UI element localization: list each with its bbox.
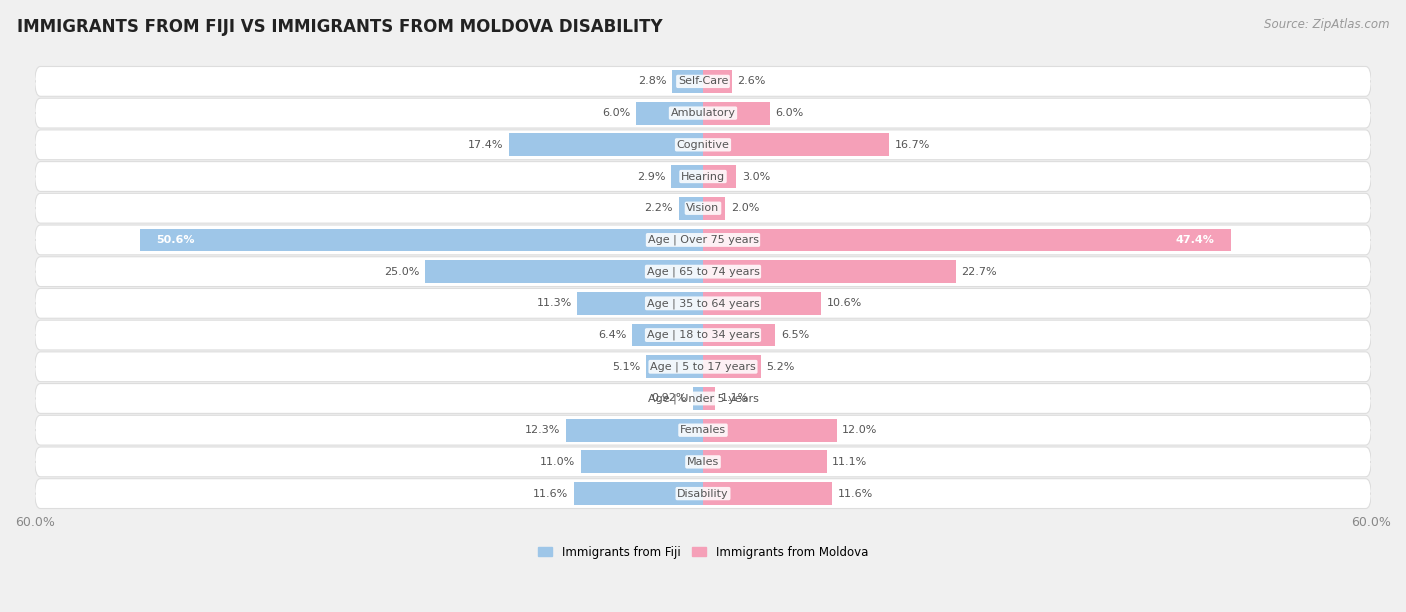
Bar (703, 419, 837, 442)
Bar (703, 197, 725, 220)
Text: 0.92%: 0.92% (652, 394, 688, 403)
Bar (703, 324, 775, 346)
Text: Ambulatory: Ambulatory (671, 108, 735, 118)
Text: Disability: Disability (678, 488, 728, 499)
FancyBboxPatch shape (35, 225, 1371, 255)
Text: 2.2%: 2.2% (644, 203, 673, 213)
Bar (703, 228, 1230, 252)
Text: 12.3%: 12.3% (524, 425, 561, 435)
Bar (672, 70, 703, 93)
Text: 12.0%: 12.0% (842, 425, 877, 435)
FancyBboxPatch shape (35, 67, 1371, 96)
FancyBboxPatch shape (35, 162, 1371, 192)
Text: 2.8%: 2.8% (638, 76, 666, 86)
FancyBboxPatch shape (35, 193, 1371, 223)
FancyBboxPatch shape (35, 98, 1371, 128)
Bar (703, 70, 733, 93)
Bar (679, 197, 703, 220)
Text: 1.1%: 1.1% (721, 394, 749, 403)
Text: Age | Under 5 years: Age | Under 5 years (648, 394, 758, 404)
FancyBboxPatch shape (35, 384, 1371, 413)
Bar (574, 482, 703, 505)
Text: Vision: Vision (686, 203, 720, 213)
FancyBboxPatch shape (35, 479, 1371, 509)
Text: 2.9%: 2.9% (637, 171, 665, 182)
Text: Age | 35 to 64 years: Age | 35 to 64 years (647, 298, 759, 308)
Bar (578, 292, 703, 315)
Bar (703, 102, 770, 124)
Text: 6.0%: 6.0% (602, 108, 631, 118)
Text: Source: ZipAtlas.com: Source: ZipAtlas.com (1264, 18, 1389, 31)
Bar (703, 482, 832, 505)
Text: Females: Females (681, 425, 725, 435)
Legend: Immigrants from Fiji, Immigrants from Moldova: Immigrants from Fiji, Immigrants from Mo… (533, 541, 873, 563)
Text: 25.0%: 25.0% (384, 267, 419, 277)
FancyBboxPatch shape (35, 320, 1371, 350)
Text: Self-Care: Self-Care (678, 76, 728, 86)
FancyBboxPatch shape (35, 288, 1371, 318)
Bar (647, 356, 703, 378)
Bar (693, 387, 703, 410)
Bar (567, 419, 703, 442)
Text: Hearing: Hearing (681, 171, 725, 182)
Bar (703, 133, 889, 156)
Bar (703, 292, 821, 315)
Text: Age | 18 to 34 years: Age | 18 to 34 years (647, 330, 759, 340)
Text: 50.6%: 50.6% (156, 235, 195, 245)
Bar (703, 387, 716, 410)
Text: Age | 65 to 74 years: Age | 65 to 74 years (647, 266, 759, 277)
Text: 17.4%: 17.4% (468, 140, 503, 150)
Text: 11.6%: 11.6% (838, 488, 873, 499)
Text: 6.5%: 6.5% (780, 330, 810, 340)
Text: IMMIGRANTS FROM FIJI VS IMMIGRANTS FROM MOLDOVA DISABILITY: IMMIGRANTS FROM FIJI VS IMMIGRANTS FROM … (17, 18, 662, 36)
Bar (703, 356, 761, 378)
Text: Cognitive: Cognitive (676, 140, 730, 150)
Bar (631, 324, 703, 346)
Text: 10.6%: 10.6% (827, 299, 862, 308)
Bar (509, 133, 703, 156)
Text: Age | Over 75 years: Age | Over 75 years (648, 234, 758, 245)
Bar (581, 450, 703, 473)
FancyBboxPatch shape (35, 352, 1371, 382)
Bar (703, 450, 827, 473)
Text: Age | 5 to 17 years: Age | 5 to 17 years (650, 362, 756, 372)
Text: 11.3%: 11.3% (536, 299, 572, 308)
Text: 22.7%: 22.7% (962, 267, 997, 277)
FancyBboxPatch shape (35, 130, 1371, 160)
Text: 11.0%: 11.0% (540, 457, 575, 467)
Bar (703, 260, 956, 283)
Bar (636, 102, 703, 124)
Bar (671, 165, 703, 188)
Bar (425, 260, 703, 283)
Text: 5.2%: 5.2% (766, 362, 794, 371)
Text: 6.4%: 6.4% (598, 330, 626, 340)
Bar (703, 165, 737, 188)
Text: Males: Males (688, 457, 718, 467)
FancyBboxPatch shape (35, 447, 1371, 477)
Text: 5.1%: 5.1% (613, 362, 641, 371)
Text: 2.6%: 2.6% (738, 76, 766, 86)
FancyBboxPatch shape (35, 257, 1371, 286)
Text: 3.0%: 3.0% (742, 171, 770, 182)
FancyBboxPatch shape (35, 416, 1371, 445)
Text: 16.7%: 16.7% (894, 140, 929, 150)
Text: 11.1%: 11.1% (832, 457, 868, 467)
Text: 47.4%: 47.4% (1175, 235, 1213, 245)
Text: 6.0%: 6.0% (775, 108, 804, 118)
Bar (139, 228, 703, 252)
Text: 2.0%: 2.0% (731, 203, 759, 213)
Text: 11.6%: 11.6% (533, 488, 568, 499)
